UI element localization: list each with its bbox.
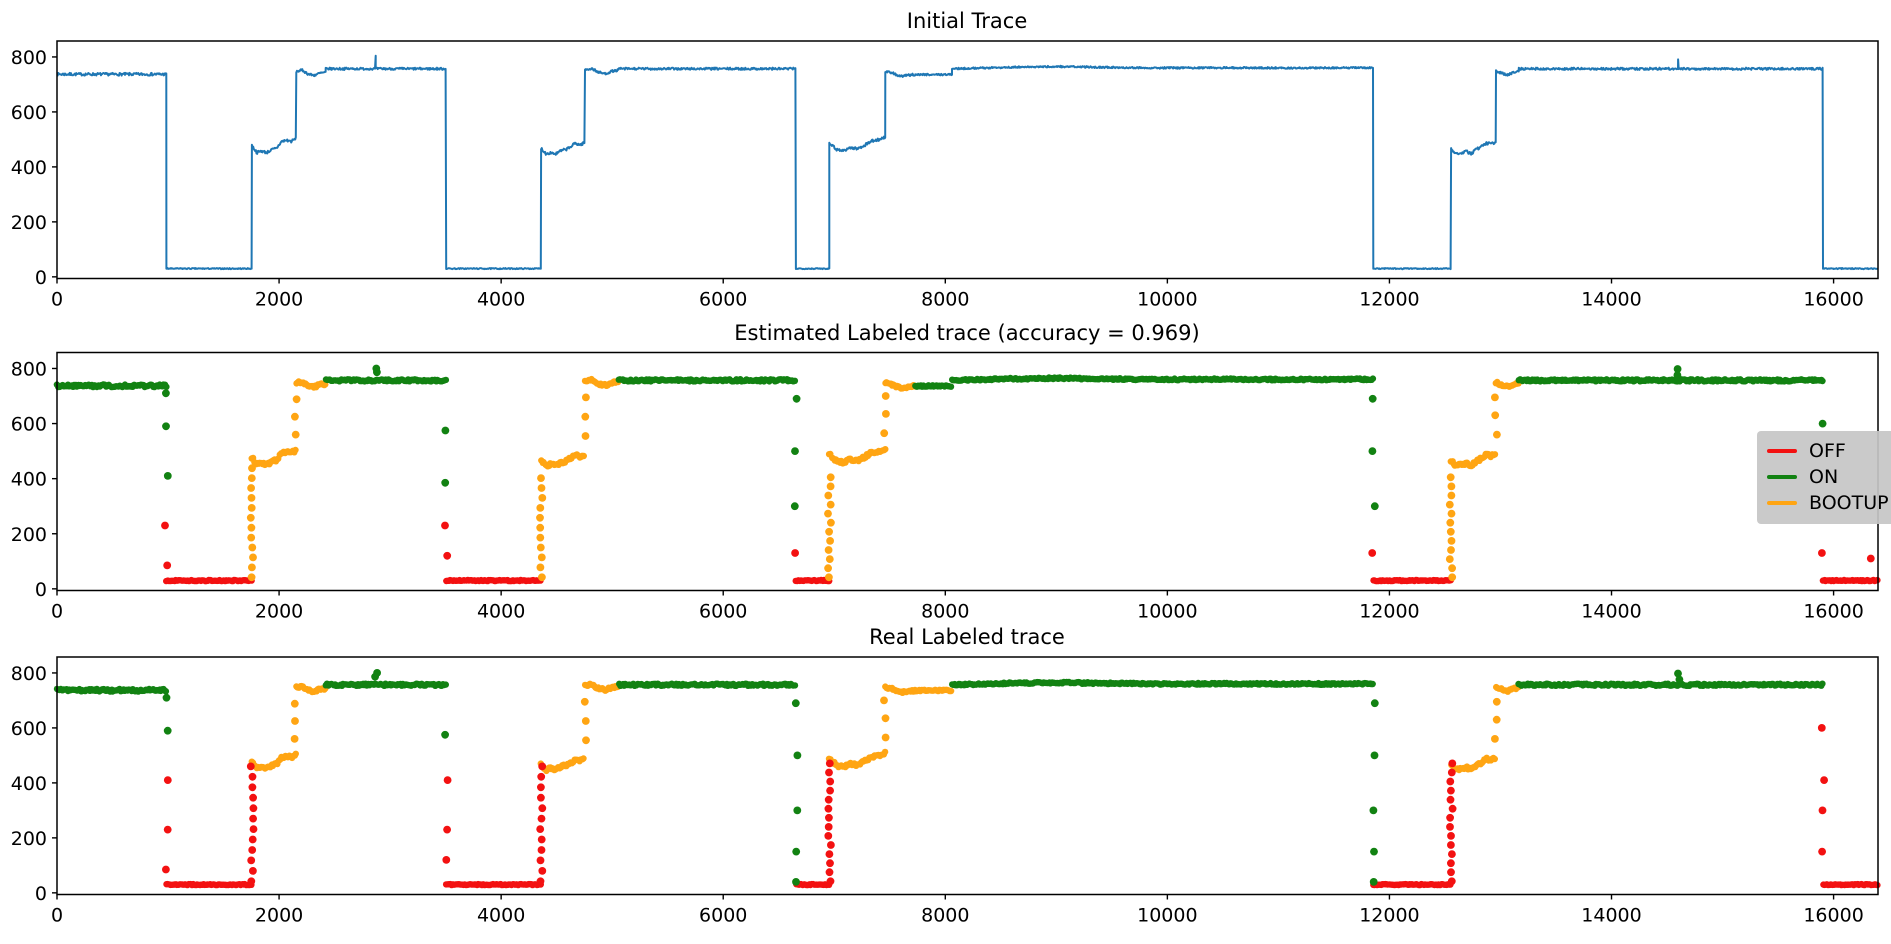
chart-2-plot-area: 0 2000 4000 6000 8000 10000 12000 14000 16000 0 20… bbox=[11, 656, 1881, 927]
legend-label-bootup: BOOTUP bbox=[1809, 491, 1889, 514]
legend-row-off: OFF bbox=[1767, 438, 1889, 464]
svg-text:800: 800 bbox=[11, 663, 47, 685]
svg-text:8000: 8000 bbox=[921, 601, 969, 623]
legend: OFF ON BOOTUP bbox=[1757, 431, 1891, 524]
svg-text:2000: 2000 bbox=[255, 601, 303, 623]
svg-text:12000: 12000 bbox=[1359, 289, 1419, 311]
svg-text:12000: 12000 bbox=[1359, 601, 1419, 623]
svg-text:400: 400 bbox=[11, 469, 47, 491]
svg-text:4000: 4000 bbox=[477, 289, 525, 311]
svg-text:6000: 6000 bbox=[699, 601, 747, 623]
svg-text:800: 800 bbox=[11, 47, 47, 69]
svg-text:800: 800 bbox=[11, 358, 47, 380]
svg-text:0: 0 bbox=[51, 601, 63, 623]
svg-text:600: 600 bbox=[11, 718, 47, 740]
scatter-points-real bbox=[53, 669, 1881, 889]
svg-text:16000: 16000 bbox=[1803, 601, 1863, 623]
legend-row-bootup: BOOTUP bbox=[1767, 490, 1889, 516]
svg-text:10000: 10000 bbox=[1137, 905, 1197, 927]
legend-swatch-bootup-icon bbox=[1767, 501, 1797, 505]
svg-text:200: 200 bbox=[11, 524, 47, 546]
line-series bbox=[56, 54, 1878, 271]
chart-title-initial-trace: Initial Trace bbox=[907, 9, 1028, 33]
legend-row-on: ON bbox=[1767, 464, 1889, 490]
chart-0-plot-area: 0 2000 4000 6000 8000 10000 12000 14000 16000 0 20… bbox=[11, 40, 1879, 311]
svg-text:16000: 16000 bbox=[1803, 905, 1863, 927]
svg-text:0: 0 bbox=[35, 883, 47, 905]
svg-text:600: 600 bbox=[11, 414, 47, 436]
chart-1-plot-area: 0 2000 4000 6000 8000 10000 12000 14000 16000 0 20… bbox=[11, 351, 1881, 623]
svg-text:10000: 10000 bbox=[1137, 289, 1197, 311]
svg-text:600: 600 bbox=[11, 102, 47, 124]
chart-title-estimated-labeled-trace: Estimated Labeled trace (accuracy = 0.96… bbox=[734, 321, 1199, 345]
svg-text:0: 0 bbox=[51, 289, 63, 311]
svg-text:12000: 12000 bbox=[1359, 905, 1419, 927]
svg-text:8000: 8000 bbox=[921, 289, 969, 311]
svg-text:0: 0 bbox=[51, 905, 63, 927]
plots-layer: 0 2000 4000 6000 8000 10000 12000 14000 16000020… bbox=[11, 40, 1881, 927]
chart-title-real-labeled-trace: Real Labeled trace bbox=[869, 625, 1065, 649]
svg-text:2000: 2000 bbox=[255, 289, 303, 311]
svg-text:14000: 14000 bbox=[1581, 601, 1641, 623]
legend-label-on: ON bbox=[1809, 465, 1839, 488]
legend-swatch-on-icon bbox=[1767, 475, 1797, 479]
scatter-points-est bbox=[53, 364, 1881, 585]
svg-text:0: 0 bbox=[35, 579, 47, 601]
svg-text:400: 400 bbox=[11, 773, 47, 795]
legend-swatch-off-icon bbox=[1767, 449, 1797, 453]
svg-text:4000: 4000 bbox=[477, 601, 525, 623]
svg-text:200: 200 bbox=[11, 212, 47, 234]
svg-text:14000: 14000 bbox=[1581, 289, 1641, 311]
legend-label-off: OFF bbox=[1809, 439, 1846, 462]
svg-text:10000: 10000 bbox=[1137, 601, 1197, 623]
svg-text:6000: 6000 bbox=[699, 905, 747, 927]
svg-text:16000: 16000 bbox=[1803, 289, 1863, 311]
svg-text:4000: 4000 bbox=[477, 905, 525, 927]
svg-text:400: 400 bbox=[11, 157, 47, 179]
svg-text:200: 200 bbox=[11, 828, 47, 850]
svg-text:2000: 2000 bbox=[255, 905, 303, 927]
svg-text:14000: 14000 bbox=[1581, 905, 1641, 927]
svg-text:0: 0 bbox=[35, 267, 47, 289]
svg-text:8000: 8000 bbox=[921, 905, 969, 927]
svg-text:6000: 6000 bbox=[699, 289, 747, 311]
